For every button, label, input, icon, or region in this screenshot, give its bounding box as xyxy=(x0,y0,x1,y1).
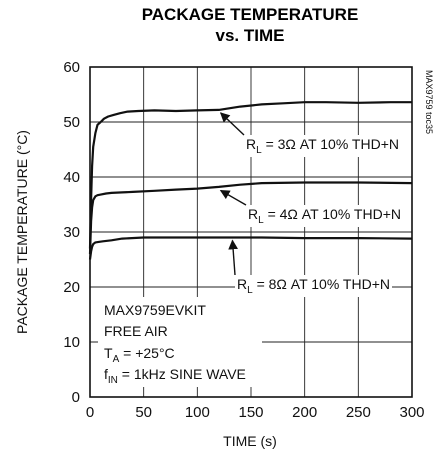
y-tick-label: 60 xyxy=(63,59,80,76)
chart-title-line2: vs. TIME xyxy=(216,26,285,45)
y-tick-label: 30 xyxy=(63,224,80,241)
x-axis-label: TIME (s) xyxy=(223,433,277,449)
annotation-arrow xyxy=(219,189,247,206)
x-tick-label: 100 xyxy=(185,404,210,421)
y-axis-label: PACKAGE TEMPERATURE (°C) xyxy=(14,130,30,334)
y-tick-label: 10 xyxy=(63,334,80,351)
note-line: TA = +25°C xyxy=(104,345,175,365)
side-tag: MAX9759 toc35 xyxy=(424,70,434,134)
annotation-label-1: RL = 3Ω AT 10% THD+N xyxy=(246,136,399,156)
note-bg xyxy=(98,297,262,387)
x-tick-label: 250 xyxy=(346,404,371,421)
series-line-1 xyxy=(88,101,412,249)
annotation-bg xyxy=(244,135,401,157)
x-tick-label: 300 xyxy=(399,404,424,421)
x-tick-label: 200 xyxy=(292,404,317,421)
note-line: FREE AIR xyxy=(104,323,168,339)
annotation-arrow xyxy=(219,112,245,136)
y-tick-label: 0 xyxy=(72,389,80,406)
plot-frame xyxy=(89,66,413,398)
annotation-arrow xyxy=(228,239,238,276)
x-tick-label: 50 xyxy=(135,404,152,421)
annotation-bg xyxy=(235,275,392,297)
y-tick-label: 50 xyxy=(63,114,80,131)
series-group xyxy=(88,101,413,260)
chart-title-line1: PACKAGE TEMPERATURE xyxy=(142,5,359,24)
series-line-2 xyxy=(88,181,413,255)
annotation-label-3: RL = 8Ω AT 10% THD+N xyxy=(237,276,390,296)
x-tick-label: 150 xyxy=(238,404,263,421)
y-tick-label: 20 xyxy=(63,279,80,296)
series-line-3 xyxy=(88,236,413,260)
note-line: fIN = 1kHz SINE WAVE xyxy=(104,366,246,386)
annotation-label-2: RL = 4Ω AT 10% THD+N xyxy=(248,206,401,226)
annotations: RL = 3Ω AT 10% THD+N RL = 4Ω AT 10% THD+N… xyxy=(219,112,403,297)
note-line: MAX9759EVKIT xyxy=(104,302,206,318)
tick-labels: 0 50 100 150 200 250 300 0 10 20 30 40 50 60 xyxy=(63,59,424,421)
x-tick-label: 0 xyxy=(86,404,94,421)
annotation-bg xyxy=(246,205,403,227)
y-tick-label: 40 xyxy=(63,169,80,186)
